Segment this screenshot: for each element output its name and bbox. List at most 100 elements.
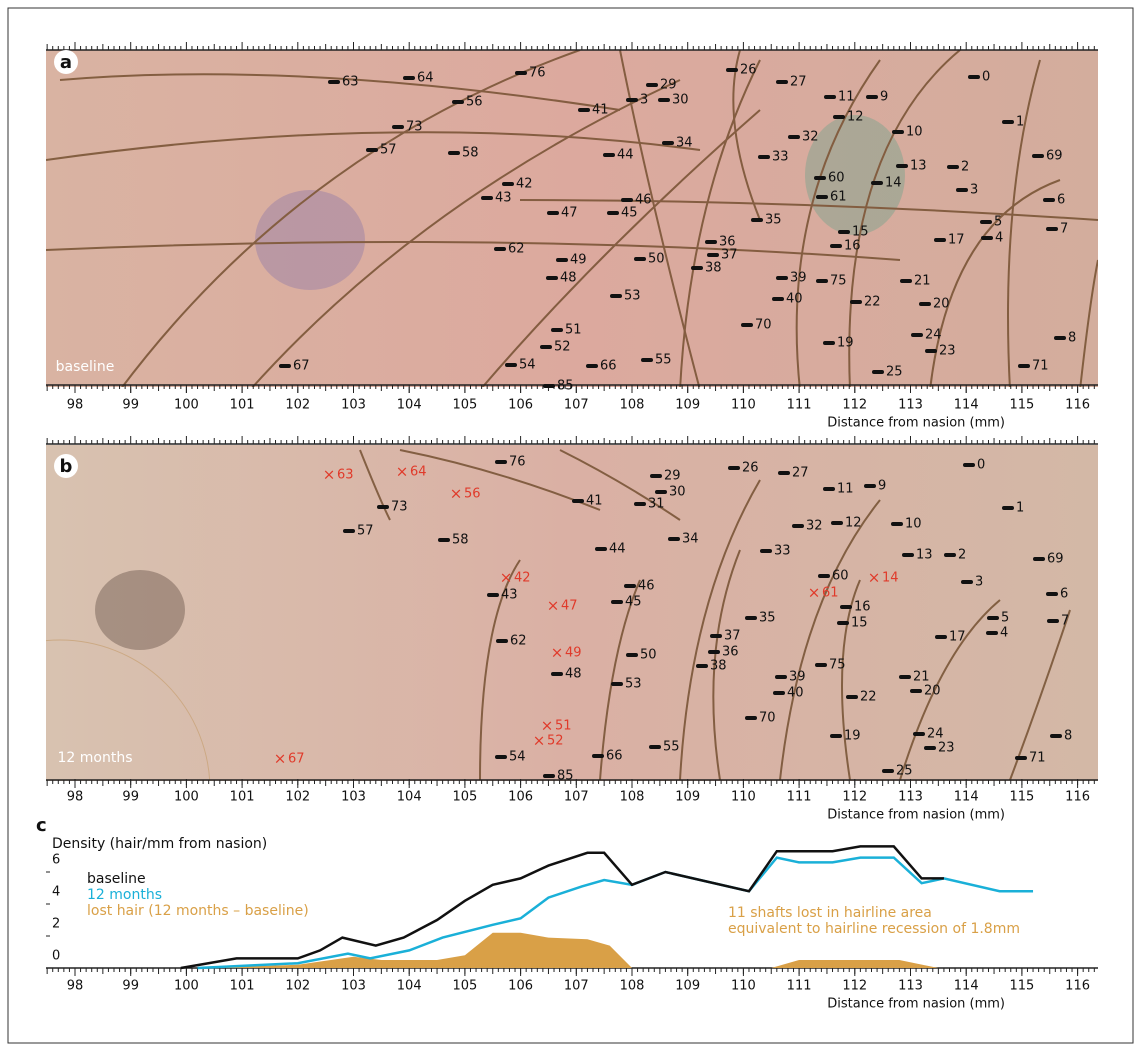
- x-tick-label: 112: [842, 790, 867, 805]
- hair-stub: [818, 574, 830, 578]
- hair-stub: [816, 195, 828, 199]
- hair-stub: [1002, 120, 1014, 124]
- panel-caption: baseline: [56, 359, 115, 375]
- x-tick-label: 112: [842, 398, 867, 413]
- hair-label: 11: [838, 90, 855, 105]
- x-tick-label: 107: [564, 398, 589, 413]
- hair-stub: [892, 130, 904, 134]
- x-tick-label: 99: [122, 398, 139, 413]
- hair-stub: [366, 148, 378, 152]
- x-tick-label: 111: [787, 790, 812, 805]
- hair-label: 60: [828, 171, 845, 186]
- lost-hair-label: 61: [822, 586, 839, 601]
- x-tick-label: 116: [1065, 398, 1090, 413]
- hair-stub: [624, 584, 636, 588]
- hair-stub: [603, 153, 615, 157]
- x-tick-label: 109: [675, 979, 700, 994]
- hair-stub: [745, 716, 757, 720]
- hair-label: 13: [916, 548, 933, 563]
- hair-label: 15: [852, 225, 869, 240]
- x-tick-label: 104: [397, 979, 422, 994]
- hair-stub: [572, 499, 584, 503]
- hair-stub: [707, 253, 719, 257]
- hair-label: 2: [961, 160, 969, 175]
- hair-stub: [902, 553, 914, 557]
- hair-stub: [934, 238, 946, 242]
- hair-stub: [968, 75, 980, 79]
- x-tick-label: 105: [452, 790, 477, 805]
- x-tick-label: 99: [122, 790, 139, 805]
- hair-label: 3: [970, 183, 978, 198]
- hair-label: 36: [722, 645, 739, 660]
- hair-stub: [487, 593, 499, 597]
- hair-label: 35: [765, 213, 782, 228]
- hair-stub: [641, 358, 653, 362]
- x-tick-label: 108: [620, 398, 645, 413]
- hair-stub: [496, 639, 508, 643]
- hair-label: 4: [995, 231, 1003, 246]
- hair-label: 11: [837, 482, 854, 497]
- hair-label: 55: [655, 353, 672, 368]
- x-tick-label: 113: [898, 790, 923, 805]
- hair-label: 1: [1016, 501, 1024, 516]
- hair-label: 75: [829, 658, 846, 673]
- hair-label: 25: [896, 764, 913, 779]
- hair-stub: [1032, 154, 1044, 158]
- hair-stub: [1033, 557, 1045, 561]
- hair-label: 50: [640, 648, 657, 663]
- hair-label: 3: [640, 93, 648, 108]
- lost-hair-label: 14: [882, 571, 899, 586]
- hair-stub: [1050, 734, 1062, 738]
- hair-label: 13: [910, 159, 927, 174]
- hair-label: 25: [886, 365, 903, 380]
- hair-label: 6: [1057, 193, 1065, 208]
- hair-label: 75: [830, 274, 847, 289]
- hair-stub: [980, 220, 992, 224]
- hair-stub: [956, 188, 968, 192]
- hair-stub: [668, 537, 680, 541]
- x-tick-label: 102: [285, 979, 310, 994]
- x-tick-label: 102: [285, 790, 310, 805]
- hair-label: 66: [600, 359, 617, 374]
- hair-label: 7: [1060, 222, 1068, 237]
- hair-stub: [924, 746, 936, 750]
- hair-label: 38: [710, 659, 727, 674]
- figure: 9899100101102103104105106107108109110111…: [0, 0, 1141, 1051]
- hair-stub: [279, 364, 291, 368]
- hair-label: 4: [1000, 626, 1008, 641]
- hair-label: 46: [638, 579, 655, 594]
- hair-stub: [655, 490, 667, 494]
- hair-label: 73: [391, 500, 408, 515]
- hair-label: 33: [774, 544, 791, 559]
- hair-stub: [776, 276, 788, 280]
- hair-label: 24: [927, 727, 944, 742]
- hair-stub: [814, 176, 826, 180]
- hair-stub: [899, 675, 911, 679]
- hair-label: 57: [380, 143, 397, 158]
- x-tick-label: 109: [675, 790, 700, 805]
- hair-stub: [708, 650, 720, 654]
- lost-marker: ×: [868, 569, 881, 587]
- x-tick-label: 101: [230, 398, 255, 413]
- x-axis-title: Distance from nasion (mm): [827, 808, 1005, 823]
- hair-stub: [543, 774, 555, 778]
- hair-label: 15: [851, 616, 868, 631]
- hair-label: 17: [949, 630, 966, 645]
- hair-label: 24: [925, 328, 942, 343]
- hair-label: 5: [1001, 611, 1009, 626]
- panel-label: b: [60, 456, 73, 477]
- hair-label: 56: [466, 95, 483, 110]
- hair-label: 71: [1029, 751, 1046, 766]
- x-tick-label: 101: [230, 979, 255, 994]
- x-tick-label: 114: [954, 398, 979, 413]
- hair-stub: [547, 211, 559, 215]
- x-tick-label: 113: [898, 979, 923, 994]
- lost-hair-label: 42: [514, 571, 531, 586]
- x-tick-label: 116: [1065, 790, 1090, 805]
- x-tick-label: 103: [341, 790, 366, 805]
- hair-stub: [546, 276, 558, 280]
- hair-label: 27: [792, 466, 809, 481]
- x-tick-label: 100: [174, 790, 199, 805]
- hair-label: 43: [501, 588, 518, 603]
- hair-label: 19: [837, 336, 854, 351]
